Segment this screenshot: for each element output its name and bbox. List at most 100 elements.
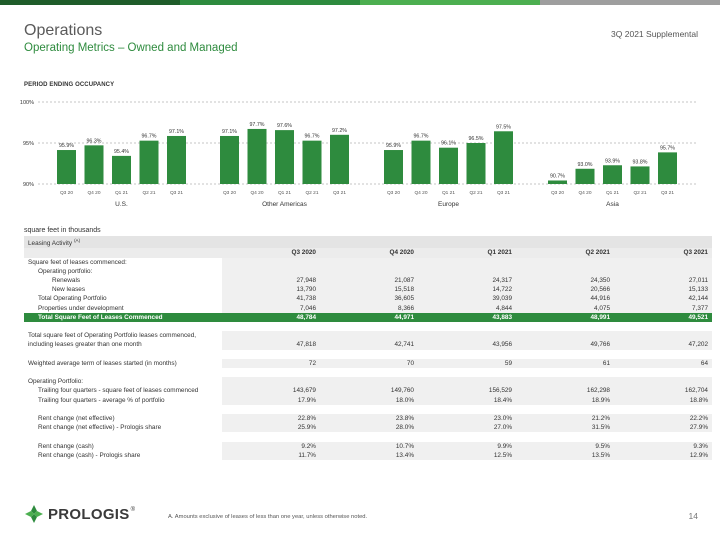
cell-value [418, 377, 516, 387]
page-subtitle: Operating Metrics – Owned and Managed [24, 42, 238, 54]
row-label: New leases [52, 286, 86, 294]
row-label: Trailing four quarters - square feet of … [38, 387, 199, 395]
group-label: Europe [438, 201, 459, 208]
logo-mark: ® [130, 507, 135, 513]
column-header: Q3 2021 [614, 248, 712, 258]
cell-value: 44,971 [320, 312, 418, 322]
bar [630, 166, 650, 184]
cell-value: 47,818 [222, 340, 320, 350]
top-bar-segment-green [180, 0, 360, 5]
chart-section-label: PERIOD ENDING OCCUPANCY [24, 82, 115, 88]
bar-data-label: 96.7% [413, 134, 428, 140]
row-label: Square feet of leases commenced: [28, 258, 127, 266]
table-row: Total Operating Portfolio 41,738 36,605 39,… [24, 294, 712, 304]
column-header: Q2 2021 [516, 248, 614, 258]
bar-data-label: 96.1% [441, 141, 456, 147]
table-row: Rent change (cash) - Prologis share 11.7%… [24, 450, 712, 460]
column-header: Q3 2020 [222, 248, 320, 258]
cell-value [516, 257, 614, 267]
table-row: Weighted average term of leases started … [24, 358, 712, 368]
cell-value [320, 377, 418, 387]
cell-value: 28.0% [320, 423, 418, 433]
row-label: Operating Portfolio: [28, 378, 84, 386]
x-tick-label: Q4 20 [87, 190, 100, 196]
x-tick-label: Q2 21 [142, 190, 155, 196]
supplemental-label: 3Q 2021 Supplemental [611, 29, 698, 39]
cell-value [418, 331, 516, 341]
x-tick-label: Q1 21 [115, 190, 128, 196]
bar-data-label: 93.9% [605, 158, 620, 164]
table-row: Trailing four quarters - average % of po… [24, 395, 712, 405]
cell-value: 27.9% [614, 423, 712, 433]
section-header-row: Leasing Activity (A) [24, 236, 712, 249]
bar-data-label: 96.5% [468, 136, 483, 142]
cell-value: 24,350 [516, 275, 614, 286]
cell-value: 59 [418, 358, 516, 368]
table-row: Total square feet of Operating Portfolio… [24, 331, 712, 341]
row-label: Trailing four quarters - average % of po… [38, 396, 165, 404]
spacer-row [24, 432, 712, 441]
bar [439, 147, 458, 184]
occupancy-bar-chart: 100% 95% 90% 95.9% Q3 20 96.3% Q4 20 95.4% Q1 21… [20, 100, 696, 208]
x-tick-label: Q3 20 [60, 190, 73, 196]
y-tick-label: 90% [23, 182, 34, 188]
cell-value: 36,605 [320, 294, 418, 304]
bar [275, 130, 294, 184]
cell-value [614, 257, 712, 267]
row-label: Weighted average term of leases started … [28, 359, 177, 367]
x-tick-label: Q1 21 [442, 190, 455, 196]
x-tick-label: Q4 20 [250, 190, 263, 196]
cell-value: 61 [516, 358, 614, 368]
cell-value: 9.5% [516, 441, 614, 451]
cell-value: 18.9% [516, 395, 614, 405]
bar [384, 150, 403, 184]
bar [411, 140, 431, 184]
bar [466, 143, 486, 184]
cell-value: 24,317 [418, 275, 516, 286]
bar [112, 155, 131, 184]
row-label: Rent change (cash) [38, 442, 94, 450]
cell-value [418, 257, 516, 267]
cell-value: 23.0% [418, 413, 516, 424]
bar [247, 128, 267, 184]
cell-value [614, 266, 712, 276]
cell-value: 22.2% [614, 413, 712, 424]
page-number: 14 [688, 511, 698, 521]
cell-value [614, 377, 712, 387]
bar-data-label: 95.9% [386, 143, 401, 149]
x-tick-label: Q3 21 [497, 190, 510, 196]
table-row: Operating portfolio: [24, 266, 712, 276]
top-accent-bar [0, 0, 720, 5]
row-label: Rent change (net effective) [38, 414, 115, 422]
y-tick-label: 95% [23, 141, 34, 147]
bar-data-label: 97.1% [222, 129, 237, 135]
bar [302, 140, 322, 184]
cell-value: 13.4% [320, 450, 418, 460]
cell-value [222, 257, 320, 267]
cell-value: 9.3% [614, 441, 712, 451]
x-tick-label: Q1 21 [606, 190, 619, 196]
y-tick-label: 100% [20, 100, 34, 106]
row-label: Properties under development [38, 304, 124, 312]
cell-value [222, 266, 320, 276]
bar-data-label: 95.7% [660, 145, 675, 151]
cell-value: 49,766 [516, 340, 614, 350]
cell-value: 27,948 [222, 275, 320, 286]
cell-value [516, 266, 614, 276]
group-label: U.S. [115, 201, 128, 208]
bar [494, 131, 513, 184]
x-tick-label: Q2 21 [305, 190, 318, 196]
bar [603, 165, 622, 184]
x-tick-label: Q4 20 [414, 190, 427, 196]
cell-value: 25.9% [222, 423, 320, 433]
cell-value: 15,518 [320, 285, 418, 295]
cell-value [418, 266, 516, 276]
section-footnote-ref: (A) [74, 238, 81, 243]
cell-value: 156,529 [418, 386, 516, 396]
spacer-row [24, 322, 712, 331]
top-bar-segment-light [360, 0, 540, 5]
cell-value: 41,738 [222, 294, 320, 304]
cell-value: 13.5% [516, 450, 614, 460]
cell-value: 143,679 [222, 386, 320, 396]
x-tick-label: Q1 21 [278, 190, 291, 196]
